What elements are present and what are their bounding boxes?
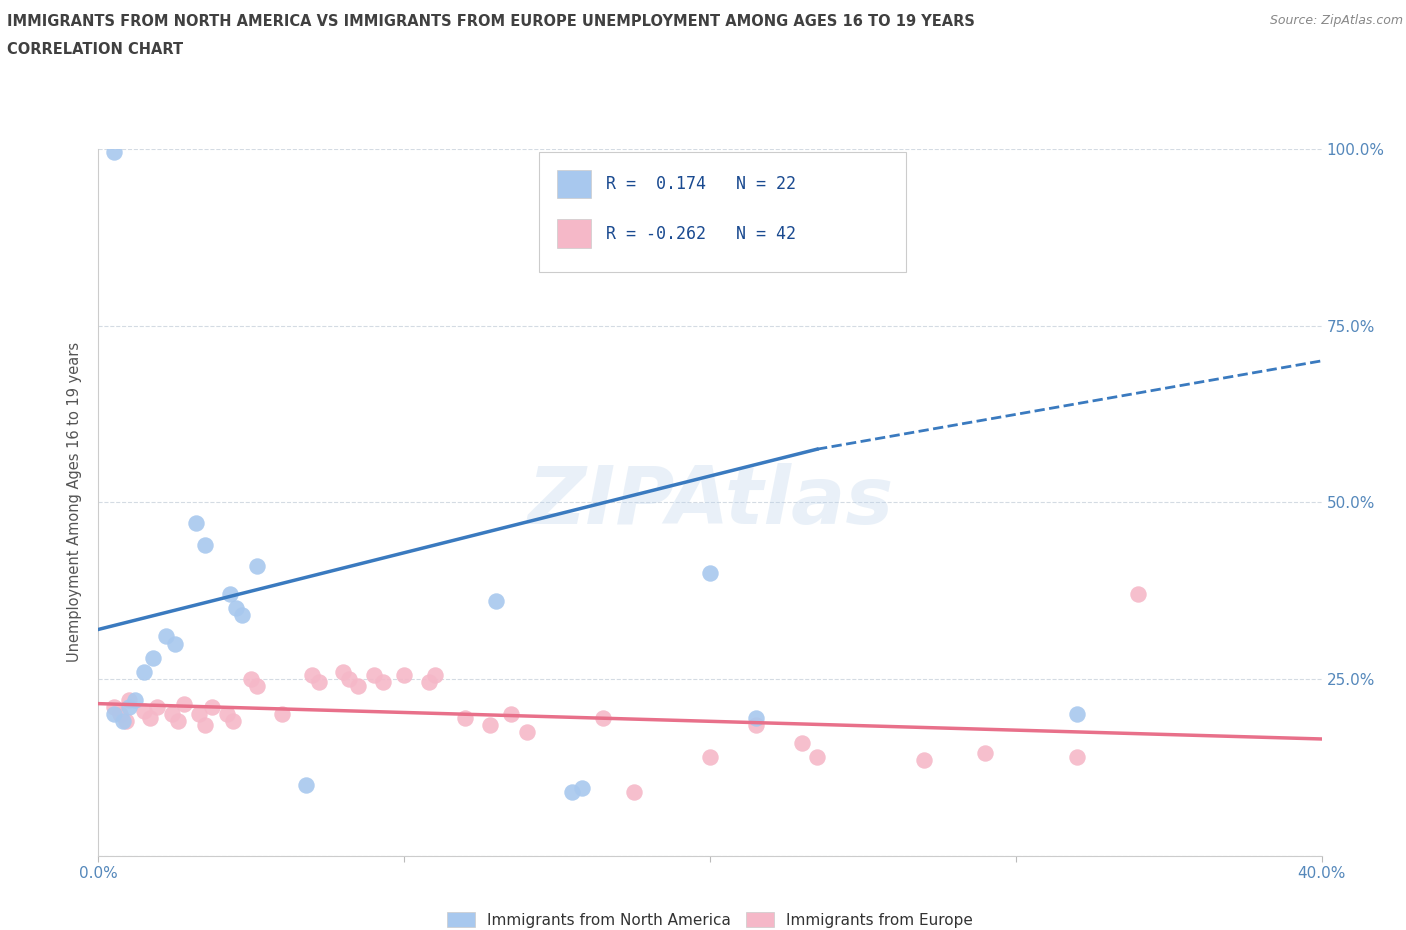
Point	[392, 668, 416, 683]
Point	[1066, 707, 1088, 722]
Text: IMMIGRANTS FROM NORTH AMERICA VS IMMIGRANTS FROM EUROPE UNEMPLOYMENT AMONG AGES : IMMIGRANTS FROM NORTH AMERICA VS IMMIGRA…	[7, 14, 974, 29]
Point	[167, 714, 190, 729]
Point	[103, 699, 125, 714]
Point	[423, 668, 446, 683]
Point	[246, 558, 269, 573]
Point	[418, 675, 440, 690]
Point	[301, 668, 323, 683]
Point	[108, 707, 131, 722]
Point	[188, 707, 211, 722]
Point	[246, 679, 269, 694]
Point	[571, 781, 593, 796]
Point	[478, 717, 501, 732]
Point	[790, 735, 813, 750]
Point	[240, 671, 263, 686]
Point	[699, 565, 721, 580]
Point	[155, 629, 177, 644]
Text: Source: ZipAtlas.com: Source: ZipAtlas.com	[1270, 14, 1403, 27]
Point	[699, 750, 721, 764]
Text: CORRELATION CHART: CORRELATION CHART	[7, 42, 183, 57]
Point	[111, 714, 134, 729]
Text: R = -0.262   N = 42: R = -0.262 N = 42	[606, 225, 796, 243]
Point	[134, 703, 156, 718]
Point	[142, 650, 165, 665]
Point	[347, 679, 370, 694]
Point	[501, 707, 523, 722]
Point	[745, 711, 768, 725]
Point	[974, 746, 997, 761]
Point	[219, 587, 242, 602]
Point	[103, 145, 125, 160]
Point	[485, 593, 508, 608]
Point	[118, 693, 141, 708]
Point	[115, 714, 138, 729]
Point	[231, 608, 253, 623]
Point	[134, 664, 156, 679]
Point	[912, 752, 935, 767]
Text: ZIPAtlas: ZIPAtlas	[527, 463, 893, 541]
Text: R =  0.174   N = 22: R = 0.174 N = 22	[606, 175, 796, 193]
Point	[163, 636, 186, 651]
Point	[337, 671, 360, 686]
Y-axis label: Unemployment Among Ages 16 to 19 years: Unemployment Among Ages 16 to 19 years	[67, 342, 83, 662]
Point	[561, 785, 583, 800]
Point	[225, 601, 247, 616]
Point	[124, 693, 146, 708]
Point	[160, 707, 183, 722]
Point	[454, 711, 477, 725]
FancyBboxPatch shape	[538, 153, 905, 272]
FancyBboxPatch shape	[557, 170, 592, 198]
Point	[215, 707, 238, 722]
Point	[623, 785, 645, 800]
Legend: Immigrants from North America, Immigrants from Europe: Immigrants from North America, Immigrant…	[441, 906, 979, 930]
Point	[103, 707, 125, 722]
Point	[516, 724, 538, 739]
Point	[363, 668, 385, 683]
Point	[173, 697, 195, 711]
Point	[194, 538, 217, 552]
Point	[1066, 750, 1088, 764]
Point	[200, 699, 222, 714]
Point	[806, 750, 828, 764]
Point	[745, 717, 768, 732]
Point	[222, 714, 245, 729]
Point	[332, 664, 354, 679]
Point	[118, 699, 141, 714]
Point	[592, 711, 614, 725]
Point	[139, 711, 162, 725]
FancyBboxPatch shape	[557, 219, 592, 247]
Point	[308, 675, 330, 690]
Point	[270, 707, 292, 722]
Point	[371, 675, 394, 690]
Point	[1128, 587, 1150, 602]
Point	[295, 777, 318, 792]
Point	[145, 699, 167, 714]
Point	[194, 717, 217, 732]
Point	[186, 516, 208, 531]
